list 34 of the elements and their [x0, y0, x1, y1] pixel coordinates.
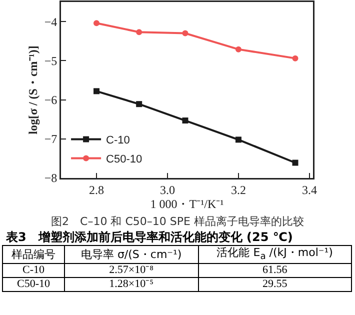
y-tick-label: −8 — [44, 171, 58, 186]
point — [182, 118, 188, 124]
point — [235, 46, 242, 52]
text: C-10 — [2, 264, 64, 278]
point — [182, 30, 188, 36]
text: C50-10 — [2, 278, 64, 292]
point — [93, 20, 100, 26]
point — [93, 88, 100, 94]
text: 61.56 — [198, 264, 352, 278]
point — [292, 160, 298, 166]
x-axis-title: 1 000・T⁻¹/K⁻¹ — [150, 196, 224, 211]
point — [136, 101, 142, 108]
y-tick-label: −5 — [44, 54, 58, 68]
legend-label: C-10 — [106, 134, 130, 147]
x-tick-label: 3.4 — [302, 182, 317, 197]
text: 电导率 σ/(S・cm⁻¹) — [64, 246, 198, 264]
point — [235, 136, 242, 143]
y-tick-label: −7 — [44, 132, 58, 146]
legend-label: C50-10 — [106, 154, 142, 166]
text: 29.55 — [198, 278, 352, 292]
point — [136, 29, 142, 36]
point — [292, 55, 298, 62]
text: 表3 增塑剂添加前后电导率和活化能的变化 (25 ℃) — [5, 229, 294, 245]
text: 2.57×10⁻⁸ — [64, 264, 198, 278]
text: 样品编号 — [2, 246, 64, 264]
y-tick-label: −6 — [44, 92, 58, 107]
x-tick-label: 2.8 — [88, 182, 104, 197]
y-axis-title: log[σ / (S・cm⁻¹)] — [26, 46, 40, 134]
y-tick-label: −4 — [44, 14, 58, 29]
x-tick-label: 3.2 — [230, 182, 246, 197]
caption: 图2 C–10 和 C50–10 SPE 样品离子电导率的比较 — [50, 214, 305, 229]
x-tick-label: 3.0 — [160, 182, 175, 197]
text: 1.28×10⁻⁵ — [64, 278, 198, 292]
text: 活化能 E$_{a}$ /(kJ・mol⁻¹) — [198, 246, 352, 264]
